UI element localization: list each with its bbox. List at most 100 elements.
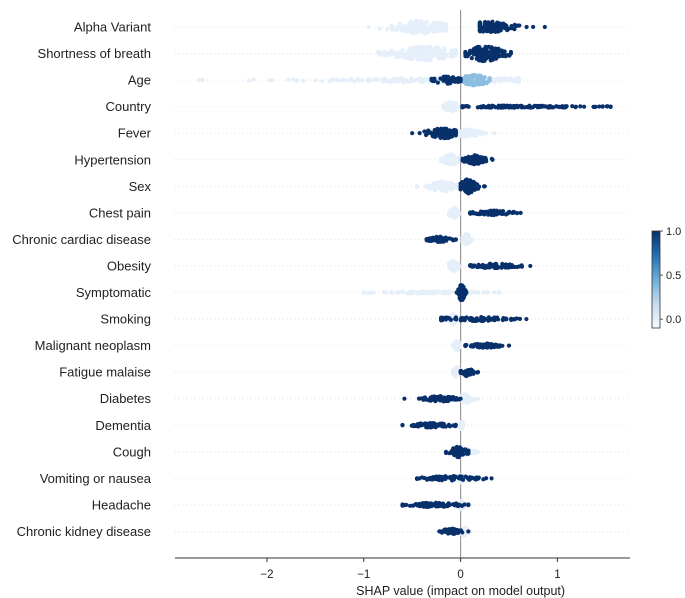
shap-point	[427, 398, 432, 403]
shap-point	[338, 78, 343, 83]
shap-point	[407, 291, 413, 296]
shap-point	[420, 47, 426, 53]
shap-point	[460, 237, 465, 242]
shap-point	[473, 73, 478, 78]
shap-point	[403, 77, 408, 82]
shap-point	[475, 76, 480, 81]
shap-point	[516, 264, 522, 269]
shap-point	[360, 78, 365, 83]
shap-point	[477, 24, 483, 30]
shap-point	[403, 24, 408, 29]
shap-point	[547, 104, 552, 109]
colorbar-ticks: 1.0 0.5 0.0	[660, 226, 681, 326]
shap-point	[505, 265, 510, 270]
shap-point	[422, 79, 427, 84]
shap-point	[400, 24, 405, 29]
shap-point	[517, 23, 522, 28]
shap-point	[424, 58, 429, 63]
shap-point	[410, 423, 416, 428]
shap-point	[472, 263, 477, 268]
shap-point	[389, 48, 394, 53]
shap-point	[481, 477, 486, 482]
shap-point	[477, 20, 483, 25]
shap-point	[424, 237, 429, 242]
shap-point	[377, 26, 382, 31]
shap-point	[446, 263, 452, 269]
shap-point	[410, 56, 415, 62]
shap-point	[479, 130, 484, 135]
feature-label: Sex	[129, 179, 152, 194]
shap-point	[398, 76, 404, 81]
shap-point	[461, 129, 467, 134]
shap-point	[488, 58, 493, 63]
shap-point	[389, 289, 394, 295]
shap-point	[431, 397, 436, 402]
shap-point	[365, 78, 370, 83]
colorbar: 1.0 0.5 0.0	[651, 226, 681, 329]
shap-point	[463, 533, 468, 538]
shap-point	[342, 78, 348, 83]
shap-point	[468, 210, 473, 215]
shap-point	[471, 290, 477, 295]
shap-point	[425, 131, 430, 136]
shap-point	[511, 209, 516, 215]
shap-point	[449, 529, 454, 534]
shap-point	[417, 76, 423, 81]
shap-point	[503, 25, 509, 30]
shap-point	[489, 317, 494, 322]
shap-point	[381, 49, 387, 55]
shap-point	[453, 102, 458, 107]
shap-point	[456, 475, 462, 480]
shap-point	[246, 78, 252, 83]
shap-point	[453, 347, 459, 352]
shap-point	[462, 183, 468, 189]
shap-point	[462, 370, 467, 376]
shap-point	[413, 23, 418, 28]
shap-point	[461, 423, 466, 428]
shap-point	[499, 48, 505, 53]
shap-point	[437, 134, 442, 139]
shap-point	[452, 160, 457, 165]
shap-point	[458, 78, 463, 83]
shap-point	[453, 48, 458, 53]
feature-label: Hypertension	[74, 152, 151, 167]
shap-point	[432, 181, 438, 186]
shap-point	[424, 290, 429, 295]
shap-point	[456, 157, 461, 162]
shap-point	[604, 104, 609, 109]
shap-point	[422, 129, 427, 134]
shap-point	[443, 24, 449, 30]
shap-point	[446, 182, 452, 187]
shap-point	[435, 395, 440, 400]
shap-point	[519, 103, 524, 109]
shap-point	[480, 81, 485, 86]
shap-point	[446, 501, 452, 506]
shap-point	[383, 53, 388, 58]
shap-point	[503, 316, 508, 322]
shap-point	[477, 28, 483, 33]
shap-point	[503, 105, 508, 110]
shap-point	[481, 77, 486, 83]
shap-point	[500, 211, 506, 216]
shap-point	[413, 502, 418, 507]
shap-point	[418, 56, 423, 61]
shap-point	[443, 317, 448, 322]
shap-point	[441, 104, 446, 109]
shap-point	[471, 128, 476, 133]
shap-point	[463, 132, 468, 138]
shap-point	[313, 78, 318, 83]
shap-point	[470, 237, 475, 242]
shap-point	[438, 502, 443, 507]
feature-label: Alpha Variant	[74, 20, 151, 35]
shap-point	[480, 289, 486, 295]
shap-point	[461, 392, 466, 398]
shap-point	[416, 423, 421, 428]
shap-point	[385, 27, 390, 32]
shap-point	[403, 52, 408, 57]
shap-point	[511, 105, 516, 110]
colorbar-gradient	[651, 230, 661, 329]
shap-point	[472, 187, 477, 192]
shap-point	[451, 106, 457, 111]
shap-point	[473, 476, 478, 481]
